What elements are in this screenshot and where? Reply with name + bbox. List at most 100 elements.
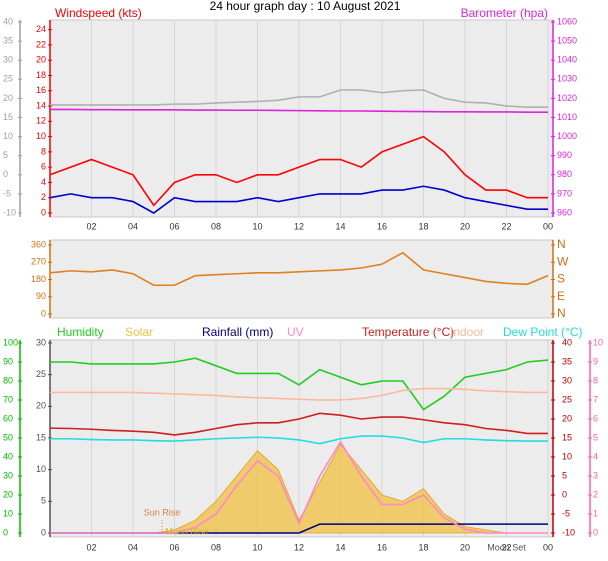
x-tick-label: 06 <box>169 542 179 552</box>
y-tick-label: 40 <box>3 16 13 26</box>
y-tick-label: 4 <box>593 451 598 461</box>
y-tick-label: 360 <box>31 239 46 249</box>
y-tick-label: 15 <box>562 432 572 442</box>
x-tick-label: 16 <box>377 542 387 552</box>
legend-entry: Indoor <box>450 325 484 339</box>
y-tick-label: 180 <box>31 274 46 284</box>
y-tick-label: 18 <box>36 70 46 80</box>
y-tick-label: S <box>557 272 565 286</box>
y-tick-label: 6 <box>41 162 46 172</box>
legend-entry: Humidity <box>57 325 104 339</box>
y-tick-label: 10 <box>562 451 572 461</box>
y-tick-label: 25 <box>3 74 13 84</box>
y-tick-label: 5 <box>593 432 598 442</box>
x-tick-label: 18 <box>418 542 428 552</box>
series-line <box>50 387 548 401</box>
y-tick-label: 5 <box>41 496 46 506</box>
x-tick-label: 18 <box>418 221 428 231</box>
y-tick-label: 30 <box>3 55 13 65</box>
y-tick-label: 8 <box>41 146 46 156</box>
x-tick-label: 04 <box>128 221 138 231</box>
y-tick-label: 10 <box>36 464 46 474</box>
y-tick-label: 0 <box>41 207 46 217</box>
y-tick-label: 70 <box>3 394 13 404</box>
x-tick-label: 04 <box>128 542 138 552</box>
y-tick-label: 40 <box>562 337 572 347</box>
y-tick-label: -5 <box>3 188 11 198</box>
y-tick-label: 90 <box>3 356 13 366</box>
y-tick-label: 90 <box>36 291 46 301</box>
y-tick-label: -5 <box>562 508 570 518</box>
x-tick-label: 22 <box>501 542 511 552</box>
y-tick-label: 35 <box>3 35 13 45</box>
y-tick-label: 22 <box>36 39 46 49</box>
y-tick-label: 60 <box>3 413 13 423</box>
y-tick-label: 20 <box>36 401 46 411</box>
y-tick-label: 0 <box>562 489 567 499</box>
x-tick-label: 10 <box>252 221 262 231</box>
x-tick-label: 20 <box>460 542 470 552</box>
y-tick-label: 4 <box>41 177 46 187</box>
y-tick-label: 20 <box>3 489 13 499</box>
y-tick-label: 1050 <box>557 35 577 45</box>
y-tick-label: 20 <box>562 413 572 423</box>
x-tick-label: 02 <box>86 221 96 231</box>
y-tick-label: 24 <box>36 24 46 34</box>
y-tick-label: 10 <box>3 131 13 141</box>
legend-entry: Solar <box>125 325 153 339</box>
y-tick-label: -10 <box>562 527 575 537</box>
graph-title: 24 hour graph day : 10 August 2021 <box>210 0 401 13</box>
y-tick-label: 6 <box>593 413 598 423</box>
series-line <box>50 440 548 534</box>
y-tick-label: 10 <box>3 508 13 518</box>
x-tick-label: 06 <box>169 221 179 231</box>
y-tick-label: 3 <box>593 470 598 480</box>
y-tick-label: 0 <box>3 169 8 179</box>
y-tick-label: 30 <box>562 375 572 385</box>
plot-background <box>49 339 554 538</box>
y-tick-label: N <box>557 237 566 251</box>
y-tick-label: 8 <box>593 375 598 385</box>
series-line <box>49 251 549 287</box>
y-tick-label: 970 <box>557 188 572 198</box>
legend-entry: Temperature (°C) <box>362 325 454 339</box>
series-line <box>50 435 548 445</box>
y-tick-label: 50 <box>3 432 13 442</box>
x-tick-label: 02 <box>86 542 96 552</box>
y-tick-label: 80 <box>3 375 13 385</box>
x-tick-label: 08 <box>211 542 221 552</box>
y-tick-label: 0 <box>3 527 8 537</box>
y-tick-label: 1030 <box>557 74 577 84</box>
y-tick-label: 20 <box>3 93 13 103</box>
y-tick-label: 0 <box>593 527 598 537</box>
x-tick-label: 00 <box>543 542 553 552</box>
series-line <box>49 412 548 436</box>
y-tick-label: 35 <box>562 356 572 366</box>
y-tick-label: 15 <box>3 112 13 122</box>
y-tick-label: 0 <box>41 308 46 318</box>
y-tick-label: 1 <box>593 508 598 518</box>
y-tick-label: 16 <box>36 85 46 95</box>
y-tick-label: 5 <box>3 150 8 160</box>
x-tick-label: 14 <box>335 542 345 552</box>
y-tick-label: 14 <box>36 100 46 110</box>
x-tick-label: 14 <box>335 221 345 231</box>
y-tick-label: 1040 <box>557 55 577 65</box>
y-tick-label: 7 <box>593 394 598 404</box>
y-tick-label: 270 <box>31 257 46 267</box>
y-tick-label: 12 <box>36 116 46 126</box>
y-tick-label: 1060 <box>557 16 577 26</box>
legend-entry: UV <box>287 325 304 339</box>
y-tick-label: 40 <box>3 451 13 461</box>
y-tick-label: 5 <box>562 470 567 480</box>
y-tick-label: 1000 <box>557 131 577 141</box>
x-tick-label: 10 <box>252 542 262 552</box>
y-tick-label: E <box>557 289 565 303</box>
y-tick-label: 10 <box>593 337 603 347</box>
y-tick-label: 980 <box>557 169 572 179</box>
annotation: Moon Rise <box>165 526 208 536</box>
x-tick-label: 22 <box>501 221 511 231</box>
annotation: Sun Rise <box>144 507 181 517</box>
series-line <box>50 89 548 108</box>
